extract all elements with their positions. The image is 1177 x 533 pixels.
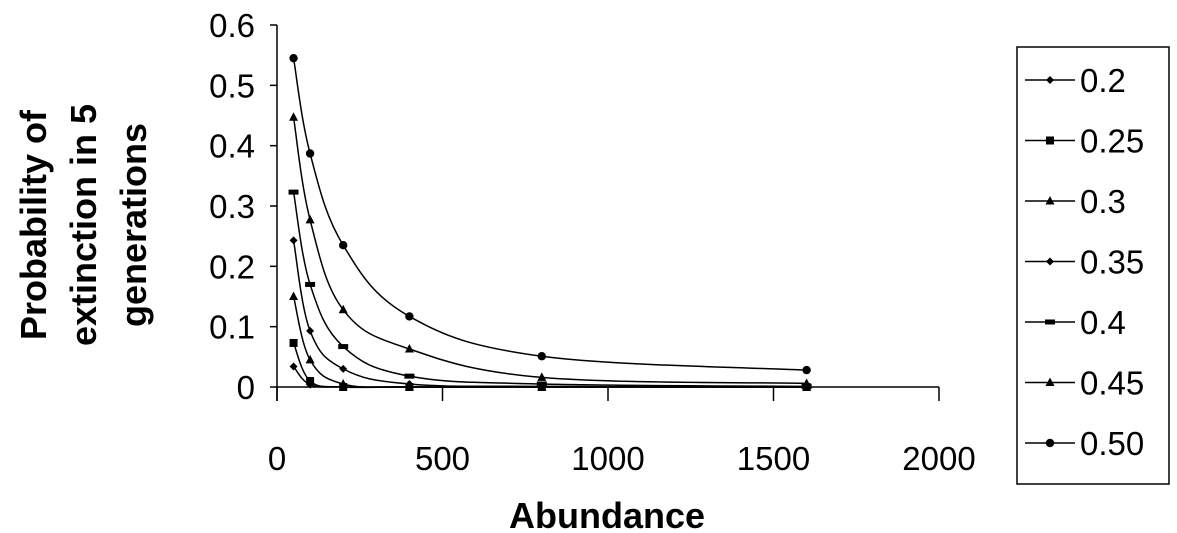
data-point bbox=[338, 344, 349, 350]
series-0-35 bbox=[289, 236, 811, 391]
data-point bbox=[536, 381, 547, 387]
data-point bbox=[338, 304, 348, 314]
data-point bbox=[306, 376, 315, 385]
legend-item: 0.25 bbox=[1025, 123, 1144, 160]
series-0-3 bbox=[289, 291, 812, 391]
y-tick-label: 0 bbox=[237, 369, 255, 406]
data-point bbox=[289, 362, 298, 371]
y-tick-label: 0.2 bbox=[209, 248, 255, 285]
data-point bbox=[404, 373, 415, 379]
legend-box bbox=[1016, 46, 1170, 485]
x-tick-label: 2000 bbox=[902, 440, 975, 477]
legend-marker bbox=[1045, 377, 1055, 386]
x-axis-title: Abundance bbox=[509, 495, 705, 533]
data-point bbox=[289, 338, 298, 347]
data-point bbox=[537, 352, 546, 361]
data-point bbox=[289, 53, 298, 63]
data-point bbox=[405, 312, 414, 321]
data-point bbox=[305, 149, 315, 158]
legend-item: 0.2 bbox=[1025, 62, 1126, 99]
legend-item: 0.35 bbox=[1025, 244, 1144, 281]
legend-label: 0.4 bbox=[1080, 304, 1126, 341]
legend-marker bbox=[1046, 136, 1054, 145]
legend: 0.2 0.25 0.3 0.35 0.4 0.45 0.50 bbox=[1016, 46, 1170, 485]
y-axis-title-line-3: generations bbox=[113, 123, 154, 327]
y-tick-label: 0.6 bbox=[209, 7, 255, 44]
x-axis-title-group: Abundance bbox=[509, 495, 705, 533]
series-line bbox=[292, 296, 807, 388]
data-point bbox=[405, 379, 414, 388]
legend-marker bbox=[1046, 76, 1054, 84]
data-point bbox=[339, 364, 348, 373]
x-tick-label: 1000 bbox=[571, 440, 644, 477]
data-point bbox=[305, 354, 315, 364]
legend-marker bbox=[1045, 196, 1055, 205]
x-tick-label: 0 bbox=[268, 440, 286, 477]
data-point bbox=[289, 112, 299, 121]
data-point bbox=[338, 378, 348, 388]
data-point bbox=[289, 291, 299, 300]
data-point bbox=[305, 281, 316, 287]
data-point bbox=[288, 189, 299, 195]
legend-item: 0.4 bbox=[1025, 304, 1126, 341]
y-tick-label: 0.5 bbox=[209, 67, 255, 104]
legend-label: 0.45 bbox=[1080, 365, 1144, 402]
series-0-45 bbox=[289, 112, 812, 387]
legend-marker bbox=[1046, 257, 1054, 266]
series-0-4 bbox=[288, 189, 812, 389]
legend-label: 0.2 bbox=[1080, 62, 1126, 99]
data-point bbox=[339, 241, 348, 250]
y-tick-label: 0.3 bbox=[209, 188, 255, 225]
data-point bbox=[802, 378, 812, 387]
series-0-50 bbox=[289, 53, 811, 375]
series-line bbox=[292, 58, 807, 371]
y-tick-label: 0.4 bbox=[209, 128, 255, 165]
legend-label: 0.35 bbox=[1080, 244, 1144, 281]
y-axis-title-line-1: Probability of bbox=[13, 109, 54, 340]
legend-item: 0.3 bbox=[1025, 183, 1126, 220]
data-point bbox=[289, 236, 298, 245]
axes: 0 0.1 0.2 0.3 0.4 0.5 0.6 0 500 1000 1500 2000 bbox=[209, 7, 976, 477]
legend-marker bbox=[1045, 438, 1055, 448]
data-point bbox=[802, 365, 811, 375]
y-tick-label: 0.1 bbox=[209, 309, 255, 346]
x-tick-label: 1500 bbox=[737, 440, 810, 477]
y-axis-title-line-2: extinction in 5 bbox=[63, 104, 104, 346]
series-line bbox=[292, 117, 807, 385]
legend-label: 0.25 bbox=[1080, 123, 1144, 160]
legend-label: 0.50 bbox=[1080, 425, 1144, 462]
legend-marker bbox=[1045, 319, 1055, 325]
data-point bbox=[305, 214, 315, 224]
legend-label: 0.3 bbox=[1080, 183, 1126, 220]
legend-item: 0.45 bbox=[1025, 365, 1144, 402]
series-layer bbox=[288, 53, 812, 391]
data-point bbox=[404, 343, 414, 353]
x-tick-label: 500 bbox=[415, 440, 470, 477]
data-point bbox=[537, 372, 547, 381]
legend-item: 0.50 bbox=[1025, 425, 1144, 462]
y-axis-title-group: Probability of extinction in 5 generatio… bbox=[13, 104, 154, 346]
data-point bbox=[306, 326, 315, 335]
